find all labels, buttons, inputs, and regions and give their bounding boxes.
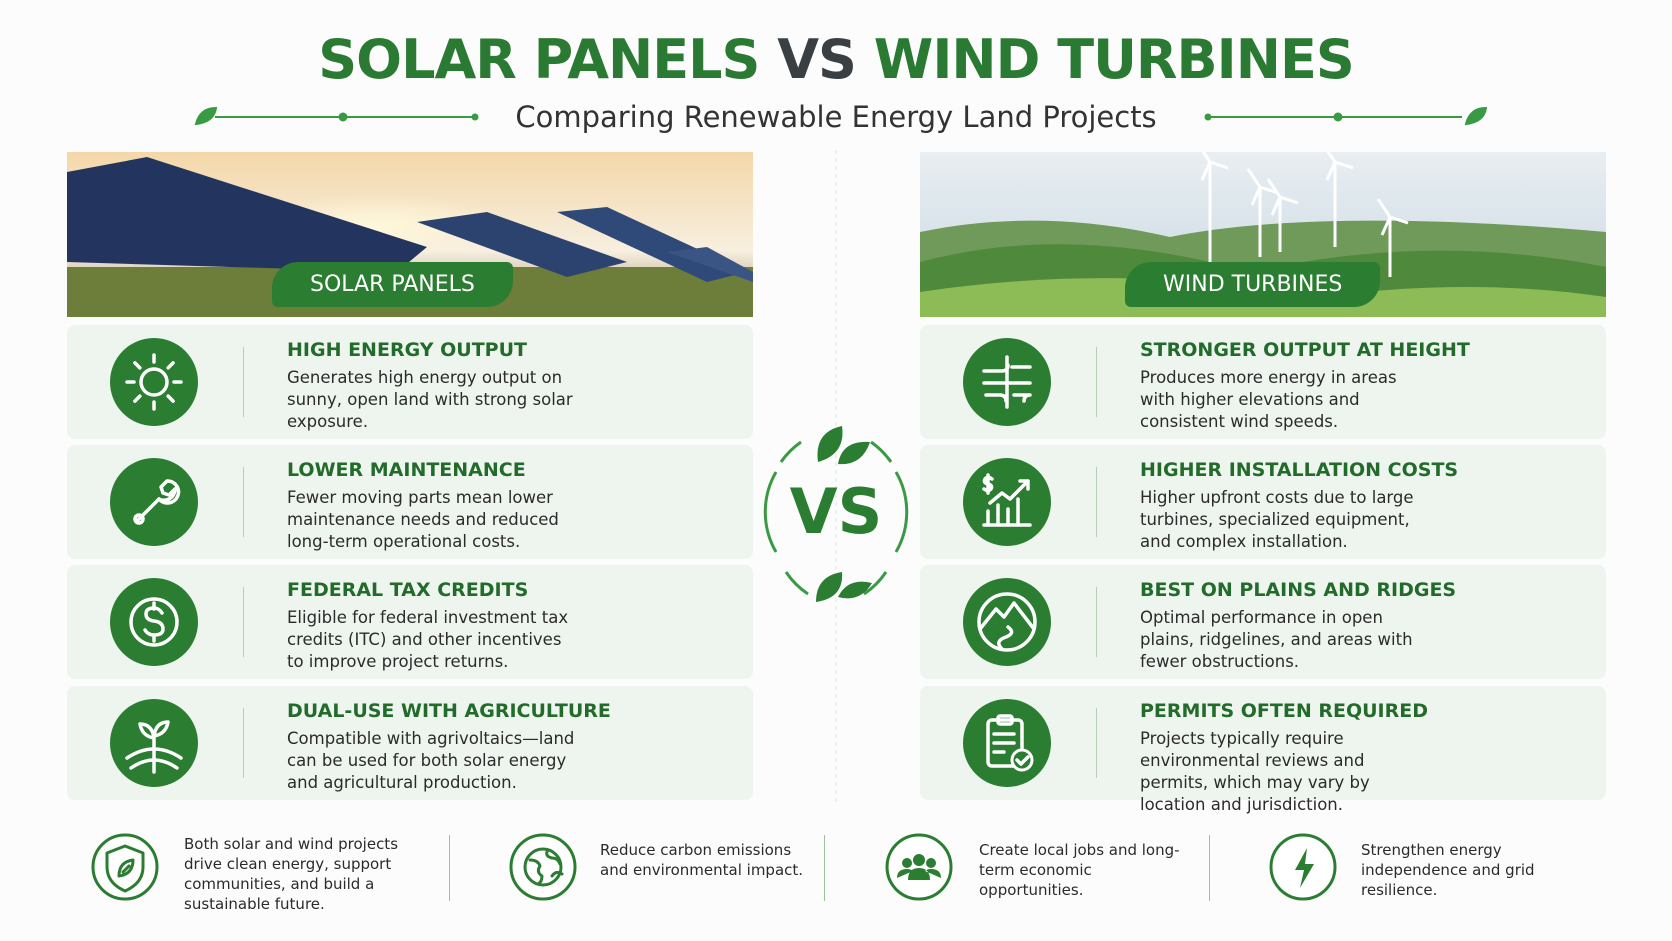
feature-desc: Higher upfront costs due to large turbin… (1140, 488, 1414, 551)
feature-title: BEST ON PLAINS AND RIDGES (1140, 579, 1457, 601)
feature-title: DUAL-USE WITH AGRICULTURE (287, 700, 611, 722)
feature-desc: Optimal performance in open plains, ridg… (1140, 608, 1413, 671)
feature-icon (962, 577, 1052, 667)
feature-title: LOWER MAINTENANCE (287, 459, 526, 481)
title-vs: VS (777, 28, 857, 91)
feature-desc: Fewer moving parts mean lower maintenanc… (287, 488, 559, 551)
feature-title: STRONGER OUTPUT AT HEIGHT (1140, 339, 1470, 361)
feature-icon (109, 698, 199, 788)
divider (1096, 708, 1097, 778)
feature-icon (962, 698, 1052, 788)
feature-icon-graphic (110, 699, 198, 787)
vs-text: VS (789, 475, 883, 548)
feature-text: DUAL-USE WITH AGRICULTURE Compatible with… (287, 700, 611, 794)
feature-desc: Eligible for federal investment tax cred… (287, 608, 569, 671)
feature-icon (109, 577, 199, 667)
subtitle: Comparing Renewable Energy Land Projects (515, 100, 1157, 134)
footer-text: Reduce carbon emissions and environmenta… (600, 841, 804, 879)
feature-text: STRONGER OUTPUT AT HEIGHT Produces more e… (1140, 339, 1470, 433)
title-left: SOLAR PANELS (318, 28, 760, 91)
divider (243, 467, 244, 537)
feature-icon-graphic (963, 458, 1051, 546)
divider (1096, 587, 1097, 657)
feature-desc: Produces more energy in areas with highe… (1140, 368, 1397, 431)
footer-divider (449, 835, 450, 901)
footer-icon-graphic (509, 833, 577, 901)
feature-icon (962, 457, 1052, 547)
footer-text: Both solar and wind projects drive clean… (184, 835, 399, 913)
vs-badge (746, 412, 926, 612)
footer-text: Create local jobs and long-term economic… (979, 841, 1180, 899)
title-right: WIND TURBINES (873, 28, 1355, 91)
feature-icon-graphic (110, 338, 198, 426)
divider (243, 347, 244, 417)
feature-title: HIGHER INSTALLATION COSTS (1140, 459, 1459, 481)
feature-icon (109, 337, 199, 427)
feature-icon-graphic (110, 578, 198, 666)
footer-icon-graphic (1269, 833, 1337, 901)
footer-text: Strengthen energy independence and grid … (1361, 841, 1535, 899)
footer-icon-graphic (91, 833, 159, 901)
vs-badge-graphic (763, 426, 909, 602)
footer-icon (1268, 832, 1338, 902)
feature-desc: Generates high energy output on sunny, o… (287, 368, 573, 431)
feature-text: PERMITS OFTEN REQUIRED Projects typically… (1140, 700, 1430, 816)
feature-text: BEST ON PLAINS AND RIDGES Optimal perform… (1140, 579, 1456, 673)
feature-icon-graphic (110, 458, 198, 546)
feature-desc: Compatible with agrivoltaics—land can be… (287, 729, 575, 792)
feature-text: LOWER MAINTENANCE Fewer moving parts mean… (287, 459, 577, 553)
feature-icon-graphic (963, 578, 1051, 666)
footer-icon (90, 832, 160, 902)
footer-icon (508, 832, 578, 902)
footer-icon (884, 832, 954, 902)
feature-icon-graphic (963, 338, 1051, 426)
divider (243, 587, 244, 657)
feature-icon (962, 337, 1052, 427)
footer-divider (824, 835, 825, 901)
banner-label: WIND TURBINES (1125, 262, 1381, 307)
footer-divider (1209, 835, 1210, 901)
footer-icon-graphic (885, 833, 953, 901)
feature-text: HIGHER INSTALLATION COSTS Higher upfront … (1140, 459, 1458, 553)
banner-label: SOLAR PANELS (272, 262, 513, 307)
feature-title: PERMITS OFTEN REQUIRED (1140, 700, 1428, 722)
feature-title: HIGH ENERGY OUTPUT (287, 339, 527, 361)
subtitle-ornaments (194, 106, 1488, 126)
feature-icon (109, 457, 199, 547)
feature-title: FEDERAL TAX CREDITS (287, 579, 529, 601)
title: SOLAR PANELS VS WIND TURBINES (0, 28, 1672, 91)
feature-icon-graphic (963, 699, 1051, 787)
feature-text: HIGH ENERGY OUTPUT Generates high energy … (287, 339, 577, 433)
divider (1096, 347, 1097, 417)
divider (243, 708, 244, 778)
divider (1096, 467, 1097, 537)
feature-desc: Projects typically require environmental… (1140, 729, 1370, 814)
feature-text: FEDERAL TAX CREDITS Eligible for federal … (287, 579, 577, 673)
